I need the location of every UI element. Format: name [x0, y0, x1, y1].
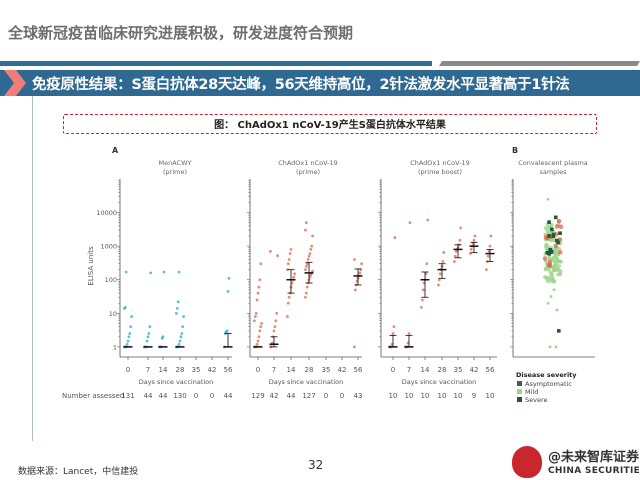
svg-text:Days since vaccination: Days since vaccination [139, 378, 214, 386]
svg-text:B: B [512, 146, 518, 155]
svg-text:42: 42 [270, 392, 279, 400]
svg-text:0: 0 [324, 392, 328, 400]
svg-text:A: A [112, 146, 119, 155]
svg-text:Mild: Mild [525, 388, 538, 396]
svg-text:10: 10 [486, 392, 495, 400]
svg-text:42: 42 [338, 366, 347, 374]
svg-text:28: 28 [176, 366, 185, 374]
svg-text:28: 28 [438, 366, 447, 374]
svg-text:7: 7 [407, 366, 411, 374]
svg-text:(prime): (prime) [296, 168, 320, 176]
svg-text:10: 10 [454, 392, 463, 400]
banner-text: 免疫原性结果：S蛋白抗体28天达峰，56天维持高位，2针法激发水平显著高于1针法 [32, 77, 570, 93]
svg-text:samples: samples [539, 168, 567, 176]
svg-text:Disease severity: Disease severity [516, 371, 577, 379]
logo-mark-icon [512, 446, 542, 478]
svg-text:0: 0 [210, 392, 214, 400]
header-rule-blue [0, 61, 432, 66]
chevron-icon [4, 70, 26, 96]
figure-caption-box: 图： ChAdOx1 nCoV-19产生S蛋白抗体水平结果 [63, 114, 597, 134]
svg-text:131: 131 [121, 392, 134, 400]
page-title: 全球新冠疫苗临床研究进展积极，研发进度符合预期 [8, 24, 354, 42]
svg-text:Number assessed: Number assessed [62, 392, 124, 400]
svg-text:9: 9 [472, 392, 476, 400]
svg-text:42: 42 [470, 366, 479, 374]
svg-text:56: 56 [486, 366, 495, 374]
svg-text:0: 0 [194, 392, 198, 400]
svg-text:129: 129 [251, 392, 264, 400]
svg-text:ELISA units: ELISA units [87, 246, 95, 286]
svg-text:MenACWY: MenACWY [159, 159, 192, 167]
svg-text:Asymptomatic: Asymptomatic [525, 380, 572, 388]
svg-text:1000: 1000 [100, 243, 117, 251]
svg-text:Days since vaccination: Days since vaccination [402, 378, 477, 386]
svg-text:44: 44 [159, 392, 168, 400]
svg-text:10: 10 [421, 392, 430, 400]
page-number: 32 [308, 458, 324, 472]
svg-text:7: 7 [146, 366, 150, 374]
svg-text:10: 10 [405, 392, 414, 400]
svg-text:10: 10 [109, 310, 117, 318]
svg-text:28: 28 [305, 366, 314, 374]
svg-text:56: 56 [224, 366, 233, 374]
svg-text:Days since vaccination: Days since vaccination [269, 378, 344, 386]
svg-text:0: 0 [340, 392, 344, 400]
svg-text:1: 1 [113, 343, 117, 351]
svg-text:(prime boost): (prime boost) [418, 168, 462, 176]
svg-text:35: 35 [192, 366, 201, 374]
svg-text:ChAdOx1 nCoV-19: ChAdOx1 nCoV-19 [410, 159, 470, 167]
svg-text:0: 0 [256, 366, 260, 374]
svg-text:42: 42 [208, 366, 217, 374]
svg-text:7: 7 [272, 366, 276, 374]
svg-text:14: 14 [287, 366, 296, 374]
svg-text:ChAdOx1 nCoV-19: ChAdOx1 nCoV-19 [278, 159, 338, 167]
svg-text:100: 100 [105, 276, 117, 284]
figure-caption: 图： ChAdOx1 nCoV-19产生S蛋白抗体水平结果 [214, 120, 446, 131]
svg-text:0: 0 [391, 366, 395, 374]
svg-text:127: 127 [302, 392, 315, 400]
svg-text:(prime): (prime) [163, 168, 187, 176]
svg-text:44: 44 [224, 392, 233, 400]
svg-text:14: 14 [421, 366, 430, 374]
left-guide-line [32, 96, 33, 441]
svg-text:35: 35 [454, 366, 463, 374]
svg-text:43: 43 [354, 392, 363, 400]
svg-text:10000: 10000 [96, 209, 117, 217]
logo-en-text: CHINA SECURITIES [548, 466, 640, 476]
logo-cn-text: @未来智库证券 [548, 450, 640, 465]
svg-text:Severe: Severe [525, 396, 548, 404]
svg-text:Convalescent plasma: Convalescent plasma [518, 159, 588, 167]
svg-text:10: 10 [438, 392, 447, 400]
svg-text:56: 56 [354, 366, 363, 374]
section-banner [0, 70, 640, 96]
svg-text:35: 35 [322, 366, 331, 374]
data-source: 数据来源：Lancet，中信建投 [18, 467, 139, 477]
china-securities-logo: @未来智库证券 CHINA SECURITIES [500, 444, 640, 480]
svg-text:10: 10 [389, 392, 398, 400]
svg-text:44: 44 [287, 392, 296, 400]
svg-text:44: 44 [144, 392, 153, 400]
svg-text:0: 0 [126, 366, 130, 374]
svg-text:14: 14 [159, 366, 168, 374]
svg-text:130: 130 [173, 392, 186, 400]
